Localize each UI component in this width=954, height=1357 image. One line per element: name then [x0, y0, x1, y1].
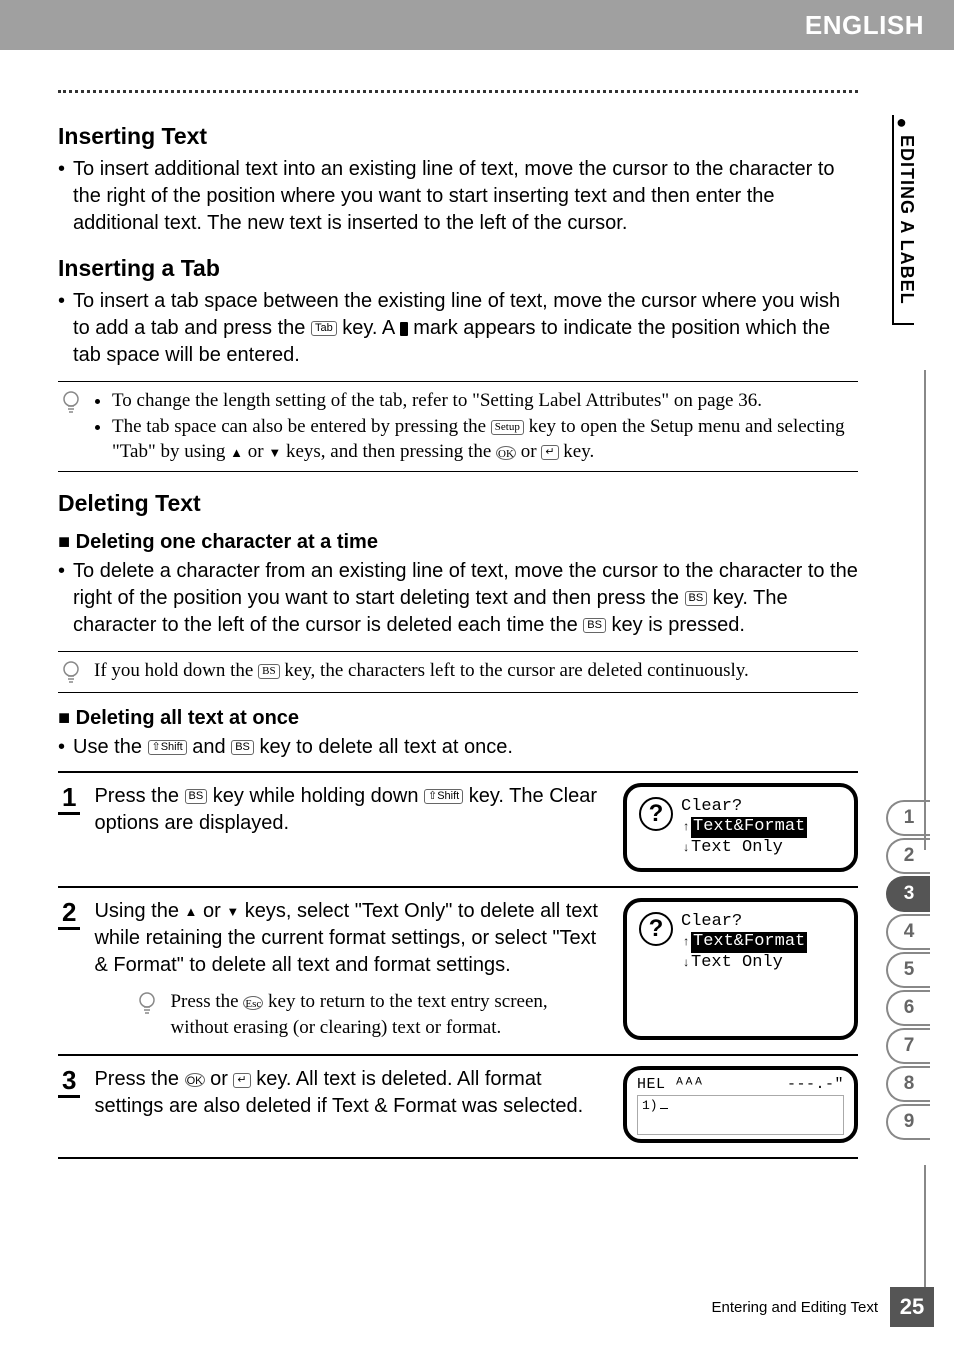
- lcd-screen-2: ? Clear? ↑Text&Format ↓Text Only: [623, 898, 858, 1040]
- up-arrow-icon: [230, 441, 243, 462]
- bs-key-icon: BS: [685, 591, 708, 606]
- dotted-divider: [58, 90, 858, 93]
- step-3: 3 Press the OK or ↵ key. All text is del…: [58, 1054, 858, 1159]
- shift-key-icon: ⇧Shift: [424, 789, 463, 804]
- side-tab-label: EDITING A LABEL: [896, 135, 917, 305]
- ok-key-icon: OK: [496, 446, 516, 460]
- lcd-option-highlighted: Text&Format: [691, 932, 807, 952]
- ok-key-icon: OK: [185, 1073, 205, 1087]
- subheading-delete-one: Deleting one character at a time: [58, 531, 858, 554]
- lcd-line-indicator: 1): [642, 1098, 658, 1113]
- question-icon: ?: [639, 912, 673, 946]
- bullet: •: [58, 734, 65, 761]
- note-item: The tab space can also be entered by pre…: [112, 414, 858, 465]
- chapter-tab-3[interactable]: 3: [886, 876, 930, 912]
- bs-key-icon: BS: [258, 664, 279, 679]
- side-tab-bullet: ●: [896, 115, 914, 129]
- lightbulb-icon: [58, 388, 84, 465]
- lightbulb-icon: [134, 989, 160, 1040]
- note-hold-bs: If you hold down the BS key, the charact…: [58, 651, 858, 693]
- chapter-tabs: 1 2 3 4 5 6 7 8 9: [886, 800, 934, 1142]
- section-side-tab: ● EDITING A LABEL: [892, 115, 914, 325]
- tab-key-icon: Tab: [311, 321, 337, 336]
- step-number: 1: [58, 783, 80, 815]
- lcd-option: Text Only: [691, 953, 783, 972]
- enter-key-icon: ↵: [233, 1073, 250, 1088]
- delete-one-body: To delete a character from an existing l…: [73, 558, 858, 639]
- lightbulb-icon: [58, 658, 84, 686]
- shift-key-icon: ⇧Shift: [148, 740, 187, 755]
- lcd-title: Clear?: [681, 912, 842, 932]
- lcd-title: Clear?: [681, 797, 842, 817]
- heading-deleting-text: Deleting Text: [58, 490, 858, 517]
- step-number: 2: [58, 898, 80, 930]
- up-arrow-icon: [185, 900, 198, 922]
- chapter-tab-4[interactable]: 4: [886, 914, 930, 950]
- lcd-option: Text Only: [691, 838, 783, 857]
- page-number: 25: [890, 1287, 934, 1327]
- inserting-text-body: To insert additional text into an existi…: [73, 156, 858, 237]
- bullet: •: [58, 156, 65, 237]
- chapter-tab-9[interactable]: 9: [886, 1104, 930, 1140]
- lcd-screen-3: HEL ᴬᴬᴬ ---.-" 1): [623, 1066, 858, 1143]
- chapter-tab-7[interactable]: 7: [886, 1028, 930, 1064]
- down-arrow-icon: [268, 441, 281, 462]
- enter-key-icon: ↵: [541, 445, 558, 460]
- step-2: 2 Using the or keys, select "Text Only" …: [58, 886, 858, 1054]
- bs-key-icon: BS: [583, 618, 606, 633]
- bullet: •: [58, 288, 65, 369]
- step-2-note: Press the Esc key to return to the text …: [94, 989, 607, 1040]
- lcd-screen-1: ? Clear? ↑Text&Format ↓Text Only: [623, 783, 858, 872]
- lcd-option-highlighted: Text&Format: [691, 817, 807, 837]
- bs-key-icon: BS: [185, 789, 208, 804]
- subheading-delete-all: Deleting all text at once: [58, 707, 858, 730]
- footer-section-title: Entering and Editing Text: [711, 1299, 878, 1316]
- step-3-text: Press the OK or ↵ key. All text is delet…: [94, 1066, 607, 1143]
- heading-inserting-text: Inserting Text: [58, 123, 858, 150]
- header-language: ENGLISH: [805, 10, 924, 41]
- note-item: To change the length setting of the tab,…: [112, 388, 858, 414]
- tab-mark-icon: [400, 322, 408, 336]
- setup-key-icon: Setup: [491, 420, 524, 435]
- delete-all-use: Use the ⇧Shift and BS key to delete all …: [73, 734, 513, 761]
- chapter-tab-6[interactable]: 6: [886, 990, 930, 1026]
- bullet: •: [58, 558, 65, 639]
- chapter-tab-5[interactable]: 5: [886, 952, 930, 988]
- lcd-font-indicator: HEL ᴬᴬᴬ: [637, 1076, 704, 1093]
- note-text: If you hold down the BS key, the charact…: [94, 658, 749, 686]
- step-1: 1 Press the BS key while holding down ⇧S…: [58, 771, 858, 886]
- step-1-text: Press the BS key while holding down ⇧Shi…: [94, 783, 607, 872]
- page-footer: Entering and Editing Text 25: [711, 1287, 934, 1327]
- heading-inserting-tab: Inserting a Tab: [58, 255, 858, 282]
- note-tab-settings: To change the length setting of the tab,…: [58, 381, 858, 472]
- lcd-length-indicator: ---.-": [787, 1076, 844, 1093]
- chapter-tab-8[interactable]: 8: [886, 1066, 930, 1102]
- step-2-text: Using the or keys, select "Text Only" to…: [94, 898, 607, 979]
- page-content: Inserting Text • To insert additional te…: [58, 90, 858, 1159]
- step-number: 3: [58, 1066, 80, 1098]
- header-band: ENGLISH: [0, 0, 954, 50]
- esc-key-icon: Esc: [243, 996, 263, 1010]
- inserting-tab-body: To insert a tab space between the existi…: [73, 288, 858, 369]
- question-icon: ?: [639, 797, 673, 831]
- note-text: Press the Esc key to return to the text …: [170, 989, 607, 1040]
- bs-key-icon: BS: [231, 740, 254, 755]
- down-arrow-icon: [226, 900, 239, 922]
